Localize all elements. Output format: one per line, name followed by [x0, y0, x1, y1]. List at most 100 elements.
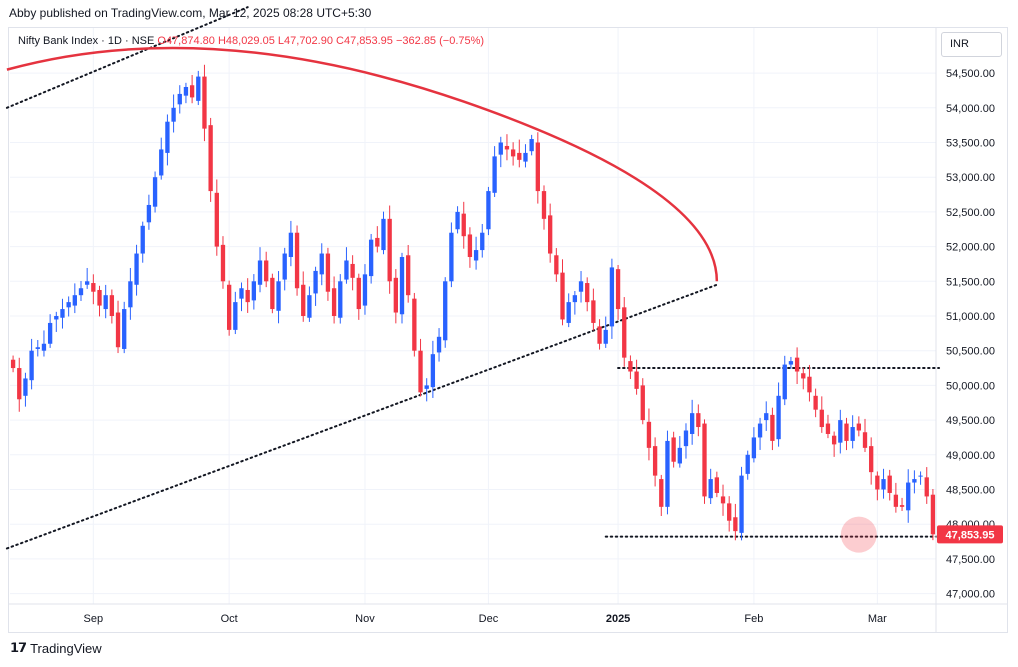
candle-body: [609, 267, 615, 327]
currency-selector[interactable]: INR: [941, 32, 1002, 57]
chart-panel[interactable]: [8, 27, 1008, 633]
candle-body: [97, 289, 102, 306]
candle-body: [480, 232, 485, 251]
candle-body: [362, 274, 368, 306]
candle-body: [344, 260, 349, 280]
candle-body: [226, 284, 232, 330]
candle-body: [906, 482, 911, 511]
candle-body: [245, 289, 250, 303]
candle-body: [807, 376, 812, 393]
x-tick-label: Mar: [868, 613, 887, 625]
y-tick-label: 47,000.00: [946, 589, 995, 601]
candle-body: [152, 177, 158, 207]
x-tick-label: Sep: [84, 613, 104, 625]
candle-body: [640, 385, 645, 421]
candle-body: [375, 237, 380, 247]
candle-body: [615, 269, 621, 310]
symbol-name: Nifty Bank Index · 1D · NSE: [18, 35, 155, 47]
y-tick-label: 50,500.00: [946, 346, 995, 358]
candle-body: [764, 413, 769, 421]
axes: 47,000.0047,500.0048,000.0048,500.0049,0…: [8, 28, 1008, 632]
candle-body: [634, 371, 639, 389]
candle-body: [270, 277, 275, 310]
candle-body: [813, 395, 818, 410]
candle-body: [54, 316, 59, 320]
candle-body: [733, 517, 738, 532]
candle-body: [146, 204, 152, 223]
candle-body: [325, 253, 331, 292]
y-tick-label: 50,000.00: [946, 380, 995, 392]
candle-body: [473, 250, 479, 261]
ohlc-high: H48,029.05: [217, 35, 275, 47]
x-tick-label: Feb: [744, 613, 763, 625]
candle-body: [708, 479, 713, 499]
y-tick-label: 54,500.00: [946, 68, 995, 80]
candle-body: [331, 288, 337, 316]
candle-body: [560, 272, 565, 320]
y-tick-label: 52,500.00: [946, 207, 995, 219]
candle-body: [251, 281, 257, 301]
candle-body: [171, 107, 176, 122]
candle-body: [504, 145, 510, 150]
candle-body: [399, 257, 405, 315]
candle-body: [183, 86, 189, 96]
candle-body: [208, 125, 213, 192]
y-tick-label: 52,000.00: [946, 242, 995, 254]
candle-body: [825, 423, 831, 434]
candle-body: [122, 309, 127, 349]
candle-body: [165, 121, 170, 153]
candle-body: [757, 423, 763, 438]
candle-body: [893, 494, 899, 507]
candle-body: [918, 475, 923, 477]
y-tick-label: 48,500.00: [946, 484, 995, 496]
candle-body: [801, 373, 806, 379]
y-tick-label: 49,000.00: [946, 450, 995, 462]
candle-body: [85, 281, 90, 285]
candle-body: [566, 302, 571, 323]
candle-body: [510, 149, 516, 157]
candle-body: [739, 475, 744, 533]
candle-body: [924, 477, 929, 497]
x-tick-label: 2025: [606, 613, 630, 625]
trendline-upper: [5, 6, 249, 109]
y-tick-label: 53,500.00: [946, 138, 995, 150]
highlight-circle: [840, 516, 877, 553]
candle-body: [128, 281, 133, 308]
candle-body: [17, 368, 22, 400]
candle-body: [449, 232, 454, 282]
tradingview-brand[interactable]: 𝟭𝟳 TradingView: [10, 640, 102, 656]
candle-body: [233, 302, 238, 330]
candle-body: [844, 423, 849, 441]
candle-body: [418, 350, 423, 393]
candle-body: [294, 232, 300, 289]
candle-body: [677, 447, 682, 464]
candle-body: [881, 479, 886, 490]
symbol-legend: Nifty Bank Index · 1D · NSE O47,874.80 H…: [18, 35, 484, 47]
last-price-label: 47,853.95: [946, 529, 995, 541]
candle-body: [23, 378, 28, 396]
candle-body: [856, 423, 861, 431]
candle-body: [517, 152, 522, 160]
candle-body: [443, 281, 448, 341]
candle-body: [455, 211, 460, 230]
candle-body: [78, 288, 84, 296]
candle-body: [313, 270, 318, 294]
candle-body: [628, 361, 633, 372]
candle-body: [529, 139, 534, 152]
y-tick-label: 47,500.00: [946, 554, 995, 566]
candle-body: [548, 215, 553, 254]
candle-body: [702, 423, 707, 497]
candle-body: [393, 277, 398, 313]
candle-body: [770, 414, 775, 441]
last-price-tag: [937, 525, 1003, 544]
candle-body: [541, 191, 547, 219]
candle-body: [10, 359, 16, 369]
candle-body: [597, 326, 602, 344]
tv-logo-icon: 𝟭𝟳: [10, 640, 27, 655]
candle-body: [159, 149, 164, 176]
candle-body: [794, 357, 800, 372]
x-tick-label: Oct: [221, 613, 238, 625]
candle-body: [109, 295, 115, 316]
candle-body: [720, 496, 726, 504]
